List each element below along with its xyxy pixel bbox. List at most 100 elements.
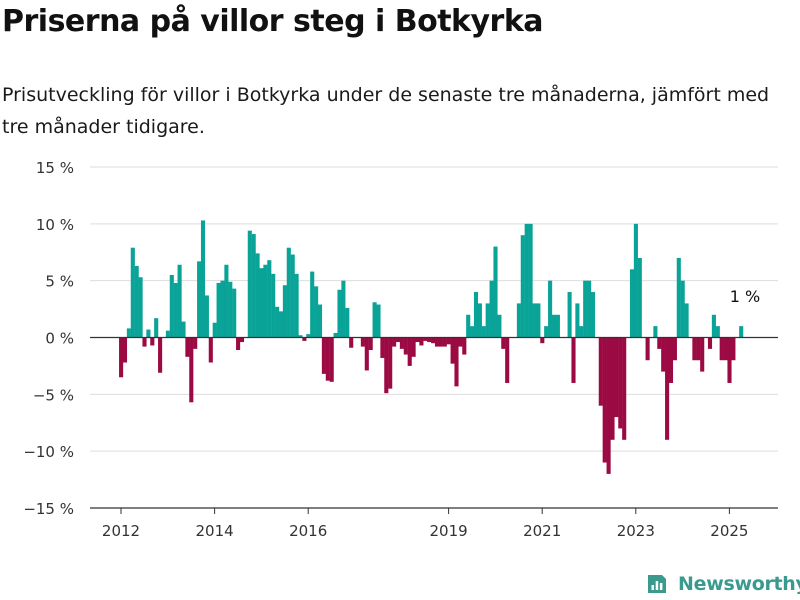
x-tick-label: 2019 [430, 522, 468, 540]
bar [154, 318, 159, 338]
bar [173, 282, 178, 338]
y-tick-label: 0 % [45, 330, 74, 348]
bar [680, 280, 685, 338]
bar [399, 337, 404, 349]
bar [516, 303, 521, 338]
bar [341, 280, 346, 338]
bar [181, 321, 186, 338]
bar [130, 247, 135, 338]
bar [536, 303, 541, 338]
bar [146, 329, 151, 338]
bar [501, 337, 506, 349]
bar [286, 247, 291, 338]
bar [267, 260, 272, 338]
bar [403, 337, 408, 355]
bar [236, 337, 241, 351]
bar [579, 326, 584, 338]
bar [119, 337, 124, 378]
bar [255, 253, 260, 338]
y-tick-label: −15 % [23, 500, 74, 518]
bar [216, 282, 221, 338]
bar [520, 235, 525, 338]
bar [329, 337, 334, 382]
bar [395, 337, 401, 343]
bar [282, 285, 287, 338]
bar [388, 337, 393, 389]
bar [427, 337, 432, 343]
x-tick-label: 2025 [710, 522, 748, 540]
bar [493, 246, 498, 338]
bar [169, 274, 174, 338]
bar [247, 230, 252, 338]
bar [633, 223, 638, 338]
bar [524, 223, 529, 338]
chart-bars [119, 220, 744, 474]
x-tick-label: 2016 [289, 522, 327, 540]
bar [637, 257, 642, 338]
bar [298, 335, 303, 338]
x-tick-label: 2021 [523, 522, 561, 540]
bar [177, 264, 182, 338]
bar [345, 307, 350, 338]
bar [197, 261, 202, 338]
bar [314, 286, 319, 338]
bar [200, 220, 206, 338]
bar [610, 337, 615, 440]
page-title: Priserna på villor steg i Botkyrka [2, 4, 544, 39]
bar [532, 303, 537, 338]
bar [290, 254, 295, 338]
bar [380, 337, 385, 358]
bar [278, 311, 284, 338]
bar [185, 337, 190, 357]
bar [723, 337, 728, 361]
bar [411, 337, 416, 357]
bar [415, 337, 420, 343]
bar [657, 337, 662, 349]
bar [466, 314, 471, 338]
bar [419, 337, 424, 346]
bar [606, 337, 611, 474]
bar [263, 264, 268, 338]
bar [458, 337, 463, 347]
bar [434, 337, 440, 347]
bar [489, 280, 494, 338]
bar [134, 265, 139, 338]
bar [193, 337, 198, 349]
bar [376, 304, 381, 338]
bar [337, 289, 342, 338]
bar [731, 337, 736, 361]
bar [189, 337, 194, 403]
bar [158, 337, 163, 373]
bar [310, 271, 315, 338]
bar [431, 337, 436, 344]
bar [528, 223, 533, 338]
bar [614, 337, 619, 418]
y-tick-label: 5 % [45, 273, 74, 291]
bar [454, 337, 459, 387]
bar [442, 337, 447, 347]
bar [321, 337, 326, 374]
brand-name: Newsworthy [678, 573, 800, 595]
bar [368, 337, 373, 351]
bar [618, 337, 623, 429]
bar [259, 268, 264, 338]
bar [700, 337, 705, 372]
bar [684, 303, 689, 338]
bar [645, 337, 650, 361]
bar [372, 302, 377, 338]
chart-annotations: 1 % [730, 287, 760, 306]
bar [661, 337, 666, 372]
bar [473, 292, 479, 338]
y-tick-label: −5 % [33, 386, 74, 404]
bar [590, 292, 596, 338]
bar [739, 326, 744, 338]
bar [587, 280, 592, 338]
bar [505, 337, 510, 383]
bar [583, 280, 588, 338]
bar [407, 337, 412, 366]
bar [696, 337, 701, 361]
bar [629, 269, 635, 338]
y-tick-label: 15 % [36, 159, 74, 177]
bar [150, 337, 155, 346]
